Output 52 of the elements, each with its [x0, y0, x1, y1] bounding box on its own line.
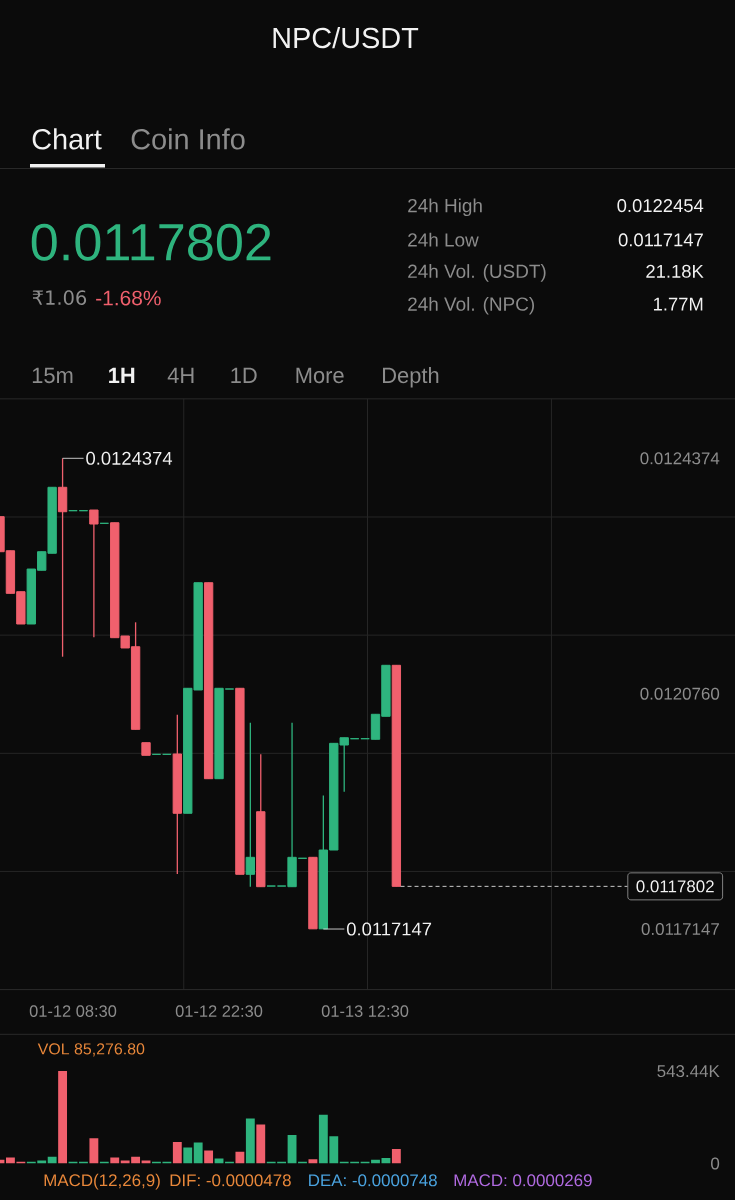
text: 4H	[167, 367, 194, 383]
text: More	[296, 367, 344, 384]
x-tick-label: 01-12 22:30	[175, 1005, 263, 1017]
bar	[391, 1149, 401, 1164]
bar	[256, 1124, 266, 1164]
text: 1.77M	[653, 297, 703, 311]
y-tick-label: 0	[711, 1157, 720, 1170]
candlestick	[245, 722, 255, 888]
text: MACD: 0.0000269	[454, 1174, 592, 1187]
text: 0.0122454	[617, 199, 704, 213]
y-tick-label: 0.0124374	[640, 452, 720, 465]
annotation: 0.0124374	[86, 451, 173, 465]
y-tick-label: 543.44K	[657, 1065, 720, 1078]
text: DEA: -0.0000748	[309, 1174, 437, 1187]
y-tick-label: 0.0120760	[640, 687, 720, 700]
candlestick	[89, 509, 99, 638]
bar	[193, 1142, 203, 1164]
chart-title: NPC/USDT	[273, 26, 419, 49]
text: 24h Low	[408, 232, 479, 247]
text: Depth	[383, 367, 439, 388]
bar	[183, 1147, 193, 1164]
bar	[110, 1157, 120, 1164]
x-tick-label: 01-12 08:30	[29, 1005, 117, 1017]
text: 0.0117147	[618, 233, 703, 247]
text: MACD(12,26,9)	[44, 1173, 160, 1190]
bar	[172, 1141, 182, 1164]
text: 24h Vol. (NPC)	[408, 296, 534, 315]
bar	[245, 1118, 255, 1164]
bar	[89, 1138, 99, 1164]
text: ₹1.06	[32, 290, 87, 305]
text: -1.68%	[96, 290, 161, 306]
chart-title: VOL 85,276.80	[37, 1043, 145, 1057]
text: 24h Vol. (USDT)	[408, 264, 546, 282]
text: DIF: -0.0000478	[170, 1174, 291, 1187]
bar	[308, 1159, 318, 1164]
bar	[58, 1071, 68, 1164]
bar	[235, 1151, 245, 1164]
x-tick-label: 01-13 12:30	[321, 1005, 409, 1017]
text: 21.18K	[646, 264, 704, 278]
text: Chart	[32, 128, 102, 150]
annotation: 0.0117147	[346, 922, 432, 936]
candlestick	[57, 457, 68, 658]
text: 0.0117802	[31, 223, 271, 261]
text: Coin Info	[131, 128, 245, 150]
bar	[204, 1150, 214, 1164]
text: 1H	[109, 367, 135, 383]
text: 24h High	[408, 198, 482, 217]
y-tick-label: 0.0117147	[641, 923, 719, 936]
ref-line-label: 0.0117802	[636, 880, 714, 893]
text: 1D	[231, 367, 257, 383]
bar	[47, 1156, 57, 1164]
text: 15m	[32, 367, 73, 384]
